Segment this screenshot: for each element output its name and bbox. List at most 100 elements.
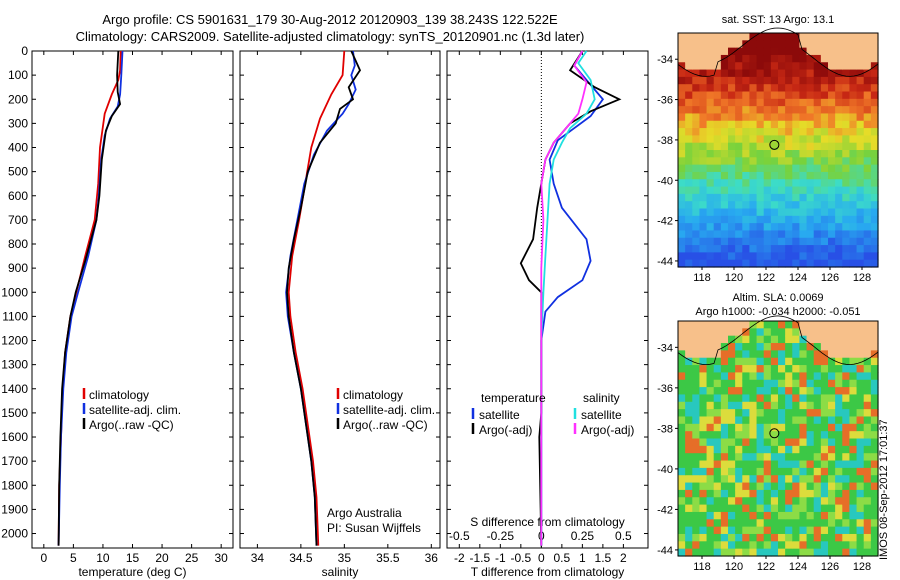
map-cell [728, 150, 736, 158]
map-lon-label: 122 [757, 561, 775, 573]
map-cell [713, 40, 722, 49]
map-cell [813, 533, 822, 542]
map-cell [842, 387, 851, 396]
map-cell [763, 215, 772, 224]
map-cell [863, 179, 872, 188]
map-cell [763, 223, 772, 232]
map-cell [813, 445, 822, 454]
map-cell [799, 171, 808, 180]
map-lat-label: -44 [657, 256, 673, 268]
map-cell [699, 387, 708, 396]
map-cell [863, 445, 872, 454]
map-cell [806, 321, 815, 329]
diff-legend-label: Argo(-adj) [479, 423, 532, 437]
map-cell [856, 40, 865, 49]
map-cell [735, 409, 743, 418]
map-cell [842, 533, 851, 542]
map-cell [720, 526, 729, 535]
map-cell [863, 128, 872, 136]
map-cell [828, 431, 836, 440]
map-cell [763, 533, 772, 542]
map-cell [842, 394, 851, 403]
map-cell [849, 475, 858, 484]
map-cell [763, 245, 772, 253]
map-cell [699, 120, 708, 129]
map-cell [856, 84, 865, 93]
map-cell [728, 460, 736, 469]
map-cell [813, 128, 822, 136]
map-cell [799, 33, 808, 41]
map-cell [770, 511, 779, 520]
map-cell [799, 401, 808, 410]
map-cell [706, 150, 715, 158]
map-cell [835, 252, 843, 261]
map-cell [756, 106, 765, 115]
map-cell [863, 76, 872, 85]
map-cell [706, 482, 715, 491]
map-cell [735, 208, 743, 217]
map-cell [820, 150, 829, 158]
map-cell [806, 54, 815, 63]
map-cell [742, 401, 751, 410]
map-cell [813, 252, 822, 261]
map-cell [842, 215, 851, 224]
map-cell [828, 142, 836, 151]
map-cell [849, 321, 858, 329]
map-cell [706, 497, 715, 506]
map-cell [792, 215, 801, 224]
map-cell [770, 69, 779, 78]
map-cell [699, 193, 708, 202]
map-lon-label: 128 [853, 272, 871, 284]
map-cell [870, 467, 879, 476]
map-cell [756, 497, 765, 506]
map-cell [763, 47, 772, 56]
map-cell [856, 179, 865, 188]
map-cell [763, 453, 772, 462]
map-cell [706, 33, 715, 41]
map-cell [820, 533, 829, 542]
map-cell [792, 328, 801, 337]
map-cell [770, 489, 779, 498]
map-cell [678, 453, 686, 462]
map-cell [756, 135, 765, 144]
map-cell [849, 91, 858, 100]
map-cell [835, 482, 843, 491]
map-cell [828, 409, 836, 418]
map-cell [856, 372, 865, 381]
map-cell [699, 475, 708, 484]
diff-legend-label: Argo(-adj) [581, 423, 634, 437]
map-cell [749, 475, 758, 484]
map-cell [828, 179, 836, 188]
map-cell [870, 179, 879, 188]
map-cell [820, 387, 829, 396]
map-cell [870, 69, 879, 78]
map-cell [713, 548, 722, 557]
map-cell [835, 193, 843, 202]
map-cell [749, 91, 758, 100]
map-cell [856, 47, 865, 56]
map-cell [835, 171, 843, 180]
map-cell [778, 511, 786, 520]
map-cell [699, 215, 708, 224]
map-cell [842, 120, 851, 129]
map-cell [813, 475, 822, 484]
map-cell [728, 409, 736, 418]
map-cell [820, 511, 829, 520]
map-cell [706, 423, 715, 432]
map-cell [678, 201, 686, 210]
map-cell [685, 365, 693, 373]
map-cell [863, 511, 872, 520]
map-cell [699, 416, 708, 425]
map-cell [713, 76, 722, 85]
map-cell [706, 394, 715, 403]
sal-xtick-label: 35.5 [376, 551, 400, 565]
map-cell [749, 489, 758, 498]
map-cell [799, 186, 808, 195]
map-cell [735, 120, 743, 129]
map-cell [749, 259, 758, 268]
map-cell [735, 445, 743, 454]
map-cell [813, 164, 822, 173]
map-cell [792, 497, 801, 506]
map-cell [820, 113, 829, 122]
map-cell [756, 113, 765, 122]
